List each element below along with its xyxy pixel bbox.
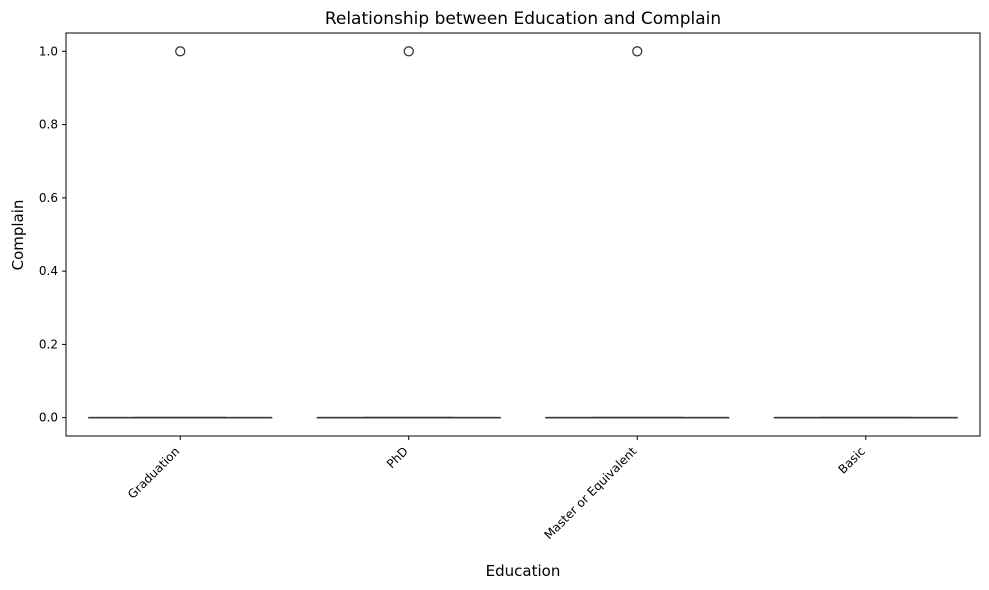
x-tick-label: Basic bbox=[835, 444, 867, 476]
y-axis-label: Complain bbox=[9, 200, 27, 271]
y-tick-label: 0.4 bbox=[39, 264, 58, 278]
y-tick-label: 0.6 bbox=[39, 191, 58, 205]
plot-area: 0.0 0.2 0.4 0.6 0.8 1.0 Graduation PhD Master or… bbox=[39, 32, 981, 542]
outlier-point bbox=[175, 46, 186, 57]
y-tick-label: 0.2 bbox=[39, 337, 58, 351]
outlier-point bbox=[632, 46, 643, 57]
x-tick-label: Master or Equivalent bbox=[541, 444, 639, 542]
plot-frame bbox=[65, 32, 981, 437]
chart-title: Relationship between Education and Compl… bbox=[325, 9, 721, 29]
x-axis-label: Education bbox=[486, 562, 561, 580]
y-tick-label: 0.8 bbox=[39, 118, 58, 132]
x-tick-label: Graduation bbox=[125, 444, 182, 501]
y-tick-label: 1.0 bbox=[39, 44, 58, 58]
y-tick-label: 0.0 bbox=[39, 411, 58, 425]
x-tick-label: PhD bbox=[384, 444, 411, 471]
outlier-point bbox=[403, 46, 414, 57]
